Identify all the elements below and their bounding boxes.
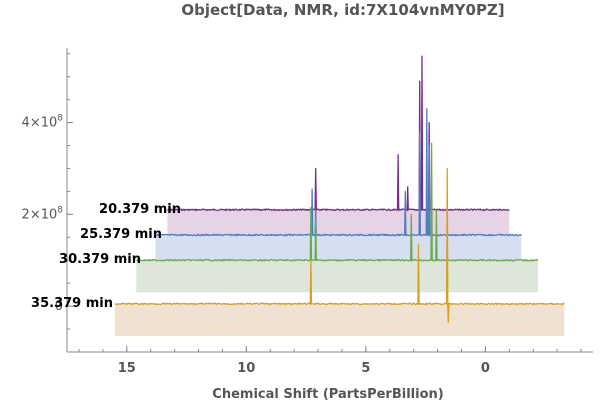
series-labels: 20.379 min 25.379 min 30.379 min 35.379 min bbox=[31, 202, 181, 311]
series-line bbox=[155, 108, 522, 237]
series-line bbox=[114, 167, 565, 323]
series-label: 30.379 min bbox=[59, 252, 141, 267]
x-axis-ticks: 15 10 5 0 bbox=[78, 346, 582, 376]
series-label: 20.379 min bbox=[99, 202, 181, 217]
series-layer bbox=[114, 55, 565, 336]
y-tick-label: 4×108 bbox=[22, 114, 64, 131]
y-axis-ticks: 0 2×108 4×108 bbox=[22, 53, 73, 353]
chart-title: Object[Data, NMR, id:7X104vnMY0PZ] bbox=[181, 1, 504, 19]
x-tick-label: 10 bbox=[237, 361, 255, 376]
x-tick-label: 0 bbox=[481, 361, 490, 376]
x-tick-label: 5 bbox=[361, 361, 370, 376]
series-label: 35.379 min bbox=[31, 296, 113, 311]
x-tick-label: 15 bbox=[118, 361, 136, 376]
y-tick-label: 0 bbox=[55, 299, 63, 314]
series-label: 25.379 min bbox=[80, 227, 162, 242]
series-line bbox=[167, 55, 510, 212]
series-fill-band bbox=[136, 260, 539, 293]
x-axis-label: Chemical Shift (PartsPerBillion) bbox=[212, 387, 443, 402]
series-line bbox=[135, 142, 539, 262]
y-tick-label: 2×108 bbox=[22, 205, 64, 222]
series-fill-band bbox=[114, 303, 565, 336]
